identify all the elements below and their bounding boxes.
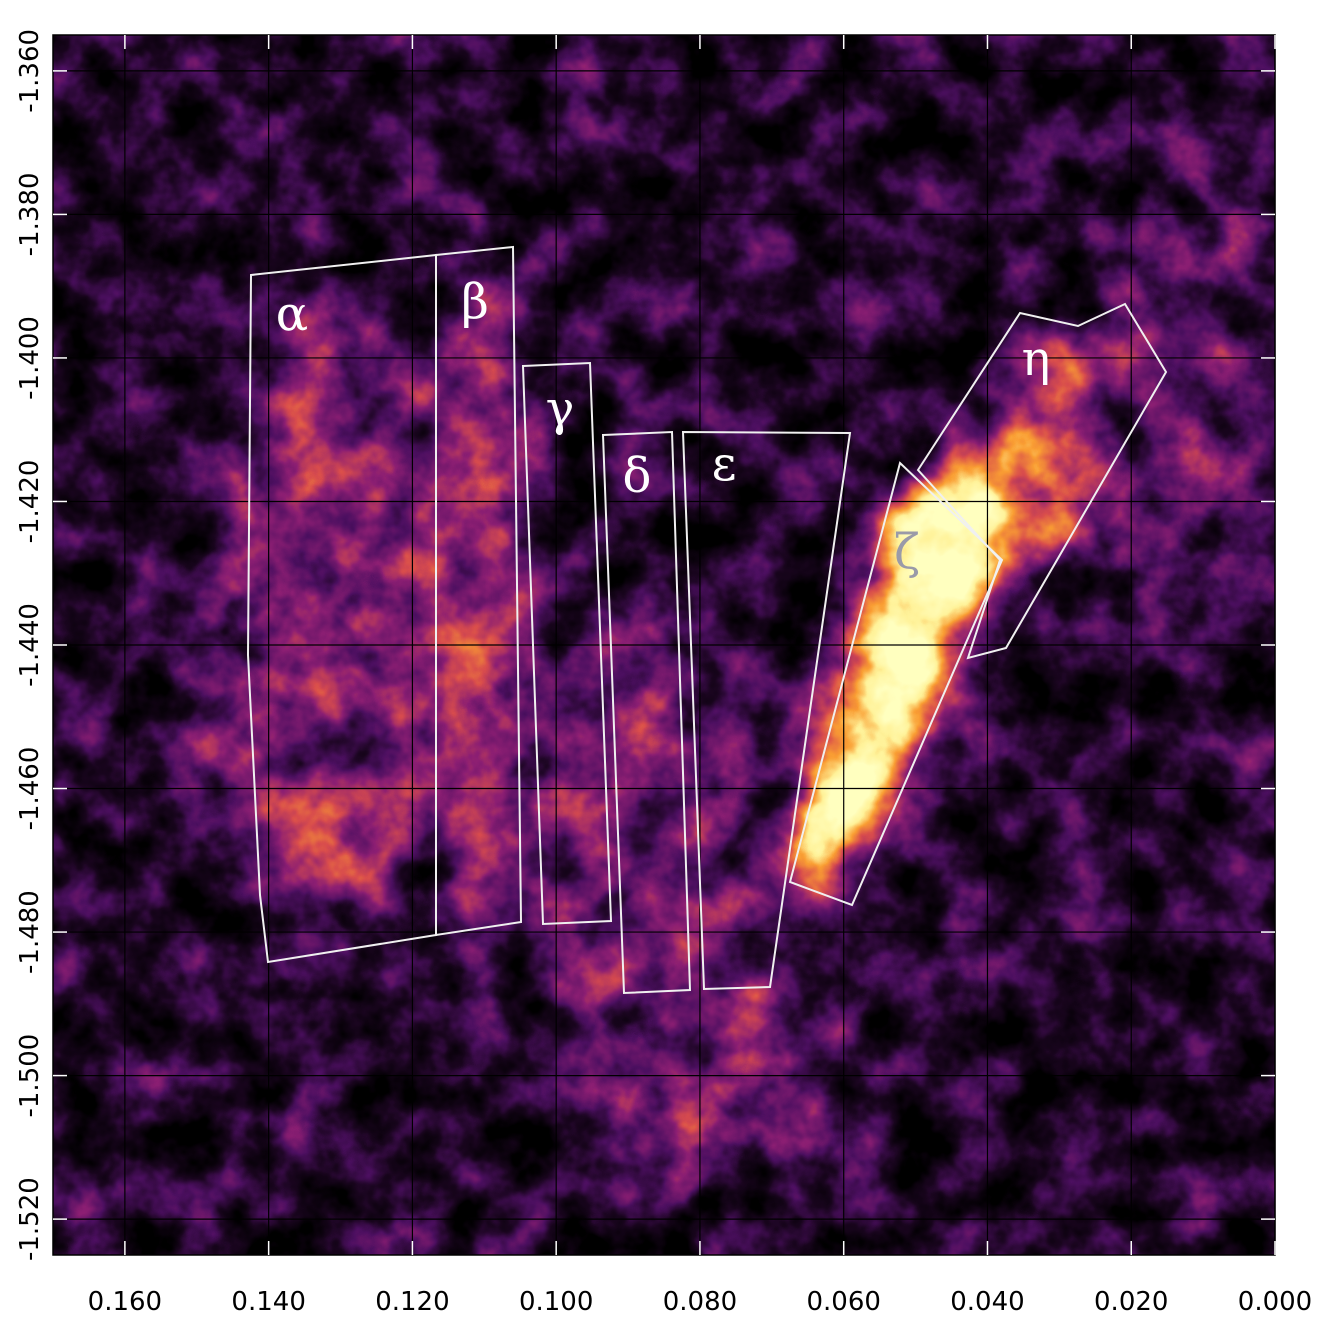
region-outline xyxy=(521,361,613,926)
region-label: α xyxy=(276,286,308,342)
y-tick-label: -1.500 xyxy=(15,1034,45,1118)
y-tick-label: -1.460 xyxy=(15,747,45,831)
x-tick-label: 0.080 xyxy=(663,1287,737,1317)
x-tick-label: 0.040 xyxy=(950,1287,1024,1317)
x-tick-label: 0.020 xyxy=(1094,1287,1168,1317)
y-tick-label: -1.480 xyxy=(15,890,45,974)
region-outline xyxy=(601,430,692,995)
x-tick-label: 0.060 xyxy=(806,1287,880,1317)
y-tick-label: -1.420 xyxy=(15,460,45,544)
region-outline xyxy=(788,461,1004,907)
y-tick-label: -1.440 xyxy=(15,603,45,687)
y-tick-label: -1.400 xyxy=(15,316,45,400)
region-labels: α β γ δ ε ζ η xyxy=(276,274,1051,580)
region-label: γ xyxy=(546,381,575,437)
region-label: η xyxy=(1022,331,1051,387)
region-outline xyxy=(435,245,523,937)
regions xyxy=(246,245,1168,995)
region-label: δ xyxy=(623,448,652,504)
image xyxy=(53,35,1275,1255)
region-outline xyxy=(916,302,1168,660)
region-label: β xyxy=(461,274,489,330)
y-tick-label: -1.380 xyxy=(15,172,45,256)
x-tick-label: 0.120 xyxy=(375,1287,449,1317)
region-outline xyxy=(681,430,852,991)
x-tick-label: 0.160 xyxy=(88,1287,162,1317)
y-tick-label: -1.360 xyxy=(15,29,45,113)
y-tick-label: -1.520 xyxy=(15,1177,45,1261)
region-label: ζ xyxy=(894,524,920,580)
x-tick-label: 0.100 xyxy=(519,1287,593,1317)
region-label: ε xyxy=(712,436,737,492)
x-tick-label: 0.140 xyxy=(231,1287,305,1317)
x-tick-label: 0.000 xyxy=(1238,1287,1312,1317)
